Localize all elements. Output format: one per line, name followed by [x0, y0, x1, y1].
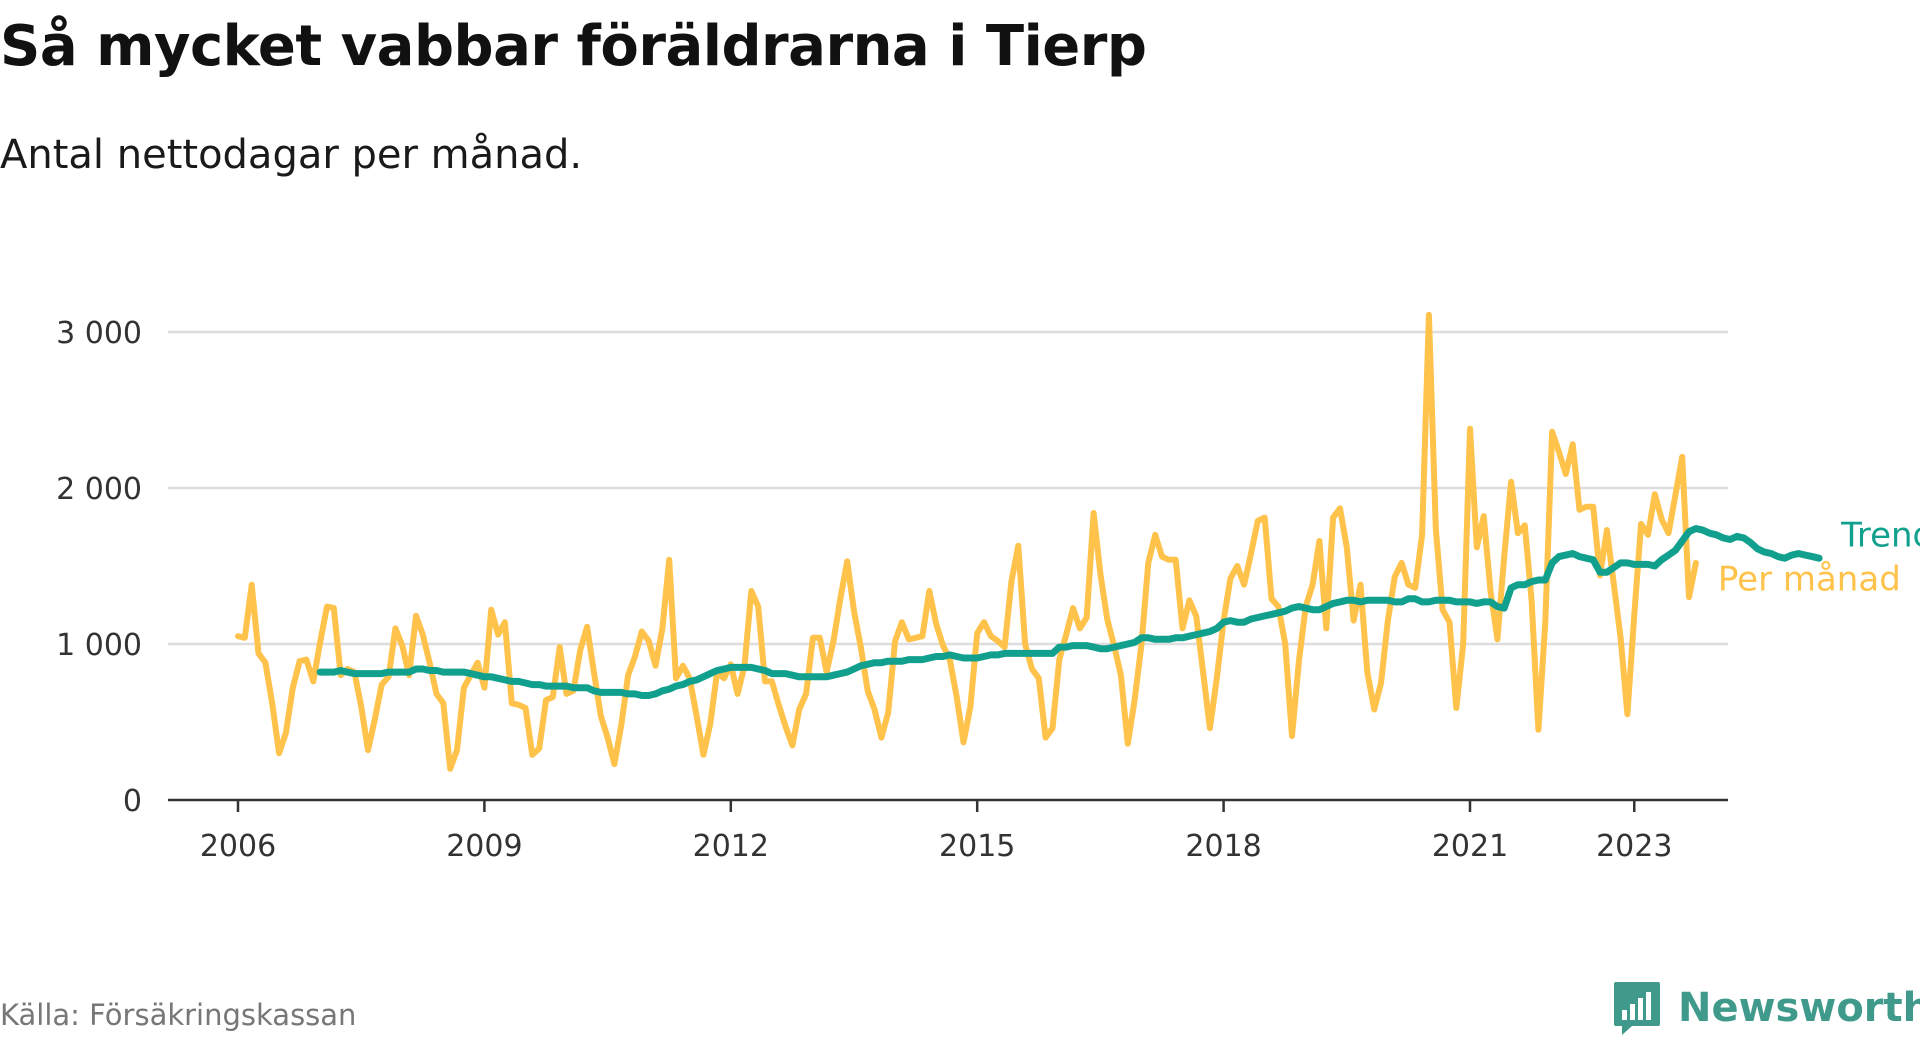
x-tick-label: 2018	[1185, 829, 1261, 864]
source-note: Källa: Försäkringskassan	[0, 998, 357, 1032]
series-line-per-manad	[235, 311, 1699, 772]
y-tick-label: 3 000	[56, 316, 142, 351]
x-axis-ticks: 2006 2009 2012 2015 2018 2021 2023	[200, 800, 1672, 864]
x-tick-label: 2009	[446, 829, 522, 864]
newsworthy-brand[interactable]: Newsworthy	[1612, 980, 1920, 1036]
chart-title: Så mycket vabbar föräldrarna i Tierp	[0, 14, 1147, 79]
x-tick-label: 2012	[693, 829, 769, 864]
x-tick-label: 2021	[1432, 829, 1508, 864]
gridlines	[168, 330, 1728, 802]
x-tick-label: 2023	[1596, 829, 1672, 864]
y-axis-ticks: 0 1 000 2 000 3 000	[56, 316, 142, 819]
bar-chart-chat-icon	[1614, 982, 1660, 1035]
brand-name: Newsworthy	[1678, 985, 1920, 1031]
series-line-trend	[316, 525, 1823, 699]
series-label-per-manad: Per månad	[1718, 560, 1901, 600]
y-tick-label: 0	[123, 784, 142, 819]
x-tick-label: 2006	[200, 829, 276, 864]
y-tick-label: 2 000	[56, 472, 142, 507]
y-tick-label: 1 000	[56, 628, 142, 663]
series-labels: Per månadTrend	[1718, 516, 1920, 600]
series-label-trend: Trend	[1840, 516, 1920, 556]
chart-subtitle: Antal nettodagar per månad.	[0, 132, 583, 178]
series-lines	[235, 311, 1823, 772]
x-tick-label: 2015	[939, 829, 1015, 864]
